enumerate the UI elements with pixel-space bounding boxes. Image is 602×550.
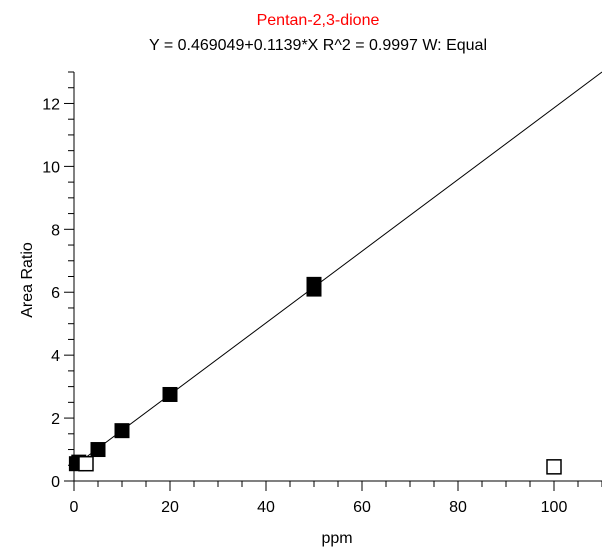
data-point-included xyxy=(306,276,322,292)
chart-title: Pentan-2,3-dione xyxy=(257,12,380,29)
x-tick-label: 20 xyxy=(161,499,179,516)
y-axis-label: Area Ratio xyxy=(19,242,36,318)
chart-subtitle: Y = 0.469049+0.1139*X R^2 = 0.9997 W: Eq… xyxy=(149,37,487,54)
x-axis-label: ppm xyxy=(321,530,352,547)
y-tick-label: 12 xyxy=(42,96,60,113)
y-tick-label: 2 xyxy=(51,411,60,428)
data-point-excluded xyxy=(546,459,562,475)
data-point-excluded xyxy=(78,455,94,472)
y-tick-label: 10 xyxy=(42,159,60,176)
y-tick-label: 0 xyxy=(51,474,60,491)
y-tick-label: 6 xyxy=(51,285,60,302)
x-tick-label: 100 xyxy=(541,499,568,516)
plot-area: 0 20 40 60 80 100 0 2 4 6 8 10 12 xyxy=(42,71,602,516)
x-tick-label: 40 xyxy=(257,499,275,516)
y-tick-label: 8 xyxy=(51,222,60,239)
data-point-included xyxy=(114,423,130,439)
x-tick-label: 80 xyxy=(449,499,467,516)
x-tick-label: 0 xyxy=(70,499,79,516)
data-point-included xyxy=(162,386,178,402)
data-point-included xyxy=(90,442,106,458)
regression-line xyxy=(73,71,602,467)
y-tick-label: 4 xyxy=(51,348,60,365)
x-tick-label: 60 xyxy=(353,499,371,516)
